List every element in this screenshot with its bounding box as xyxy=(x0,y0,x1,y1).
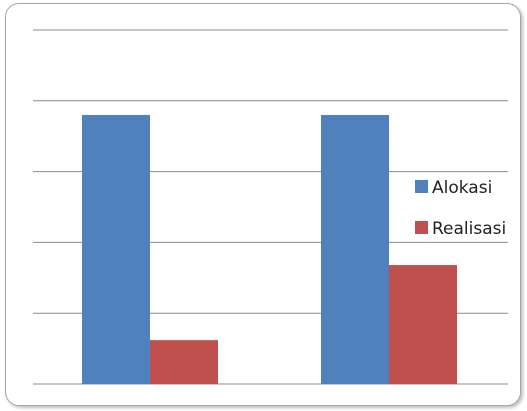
bar-alokasi-1 xyxy=(82,114,150,385)
legend: Alokasi Realisasi xyxy=(415,178,506,239)
bar-alokasi-2 xyxy=(321,114,389,385)
bars xyxy=(82,114,457,385)
legend-label-realisasi: Realisasi xyxy=(432,219,506,239)
legend-swatch-alokasi xyxy=(415,180,428,193)
bar-realisasi-1 xyxy=(150,340,218,384)
legend-item-realisasi: Realisasi xyxy=(415,219,506,239)
legend-item-alokasi: Alokasi xyxy=(415,178,492,198)
bar-realisasi-2 xyxy=(389,265,457,384)
legend-label-alokasi: Alokasi xyxy=(432,178,492,198)
legend-swatch-realisasi xyxy=(415,221,428,234)
